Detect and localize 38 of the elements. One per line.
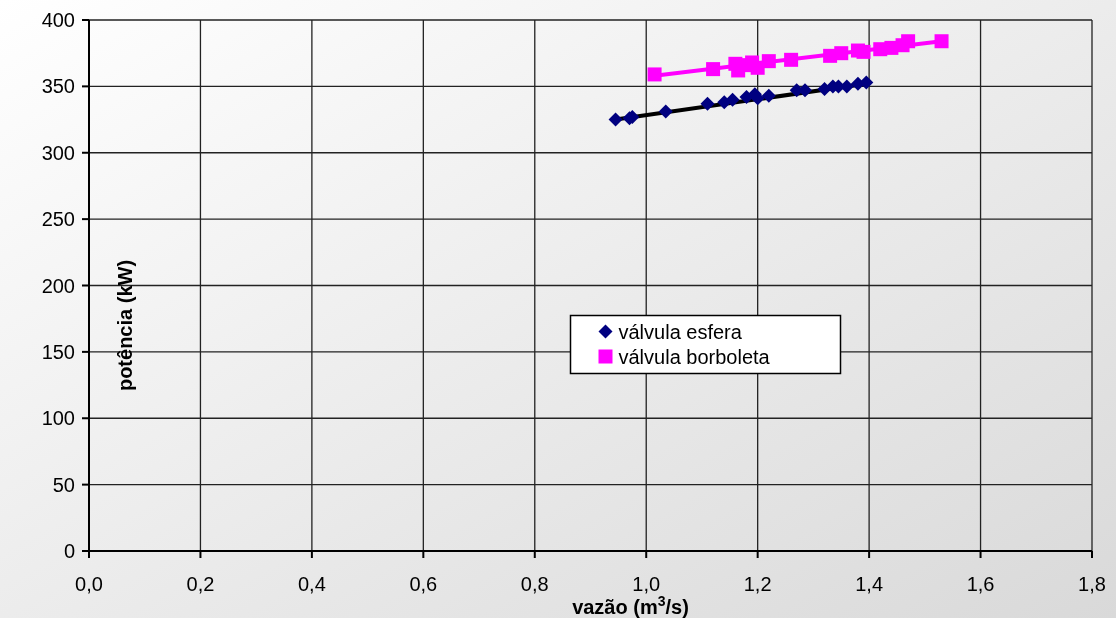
point: [647, 67, 662, 82]
point: [658, 104, 673, 119]
point: [761, 88, 776, 103]
y-tick-label: 100: [41, 407, 75, 430]
x-tick-label: 1,4: [855, 573, 884, 595]
point: [700, 96, 715, 111]
point: [859, 75, 874, 90]
point: [798, 83, 813, 98]
y-tick-label: 350: [41, 75, 75, 98]
x-tick-label: 1,2: [743, 573, 772, 595]
x-tick-label: 0,4: [297, 573, 326, 595]
y-tick-label: 400: [41, 9, 75, 31]
x-tick-label: 1,0: [632, 573, 661, 595]
x-tick-label: 0,8: [520, 573, 549, 595]
point: [608, 112, 623, 127]
y-tick-label: 250: [41, 208, 75, 231]
point: [725, 92, 740, 107]
x-tick-label: 0,2: [186, 573, 215, 595]
point: [834, 46, 849, 61]
y-tick-label: 300: [41, 141, 75, 164]
legend-label: válvula borboleta: [618, 345, 771, 368]
x-tick-label: 0,6: [409, 573, 438, 595]
point: [934, 34, 949, 49]
point: [856, 44, 871, 59]
point: [761, 54, 776, 69]
y-tick-label: 0: [63, 540, 75, 562]
point: [901, 34, 916, 49]
y-tick-label: 50: [52, 473, 75, 496]
y-tick-label: 150: [41, 340, 75, 363]
x-tick-label: 1,8: [1078, 573, 1106, 595]
y-tick-label: 200: [41, 274, 75, 297]
point: [784, 52, 799, 67]
legend-label: válvula esfera: [618, 320, 743, 343]
point: [706, 62, 721, 77]
x-tick-label: 1,6: [966, 573, 995, 595]
x-tick-label: 0,0: [75, 573, 103, 595]
y-axis-title: potência (kW): [114, 259, 136, 392]
x-axis-title: vazão (m$^{3}$/s): [572, 593, 689, 618]
